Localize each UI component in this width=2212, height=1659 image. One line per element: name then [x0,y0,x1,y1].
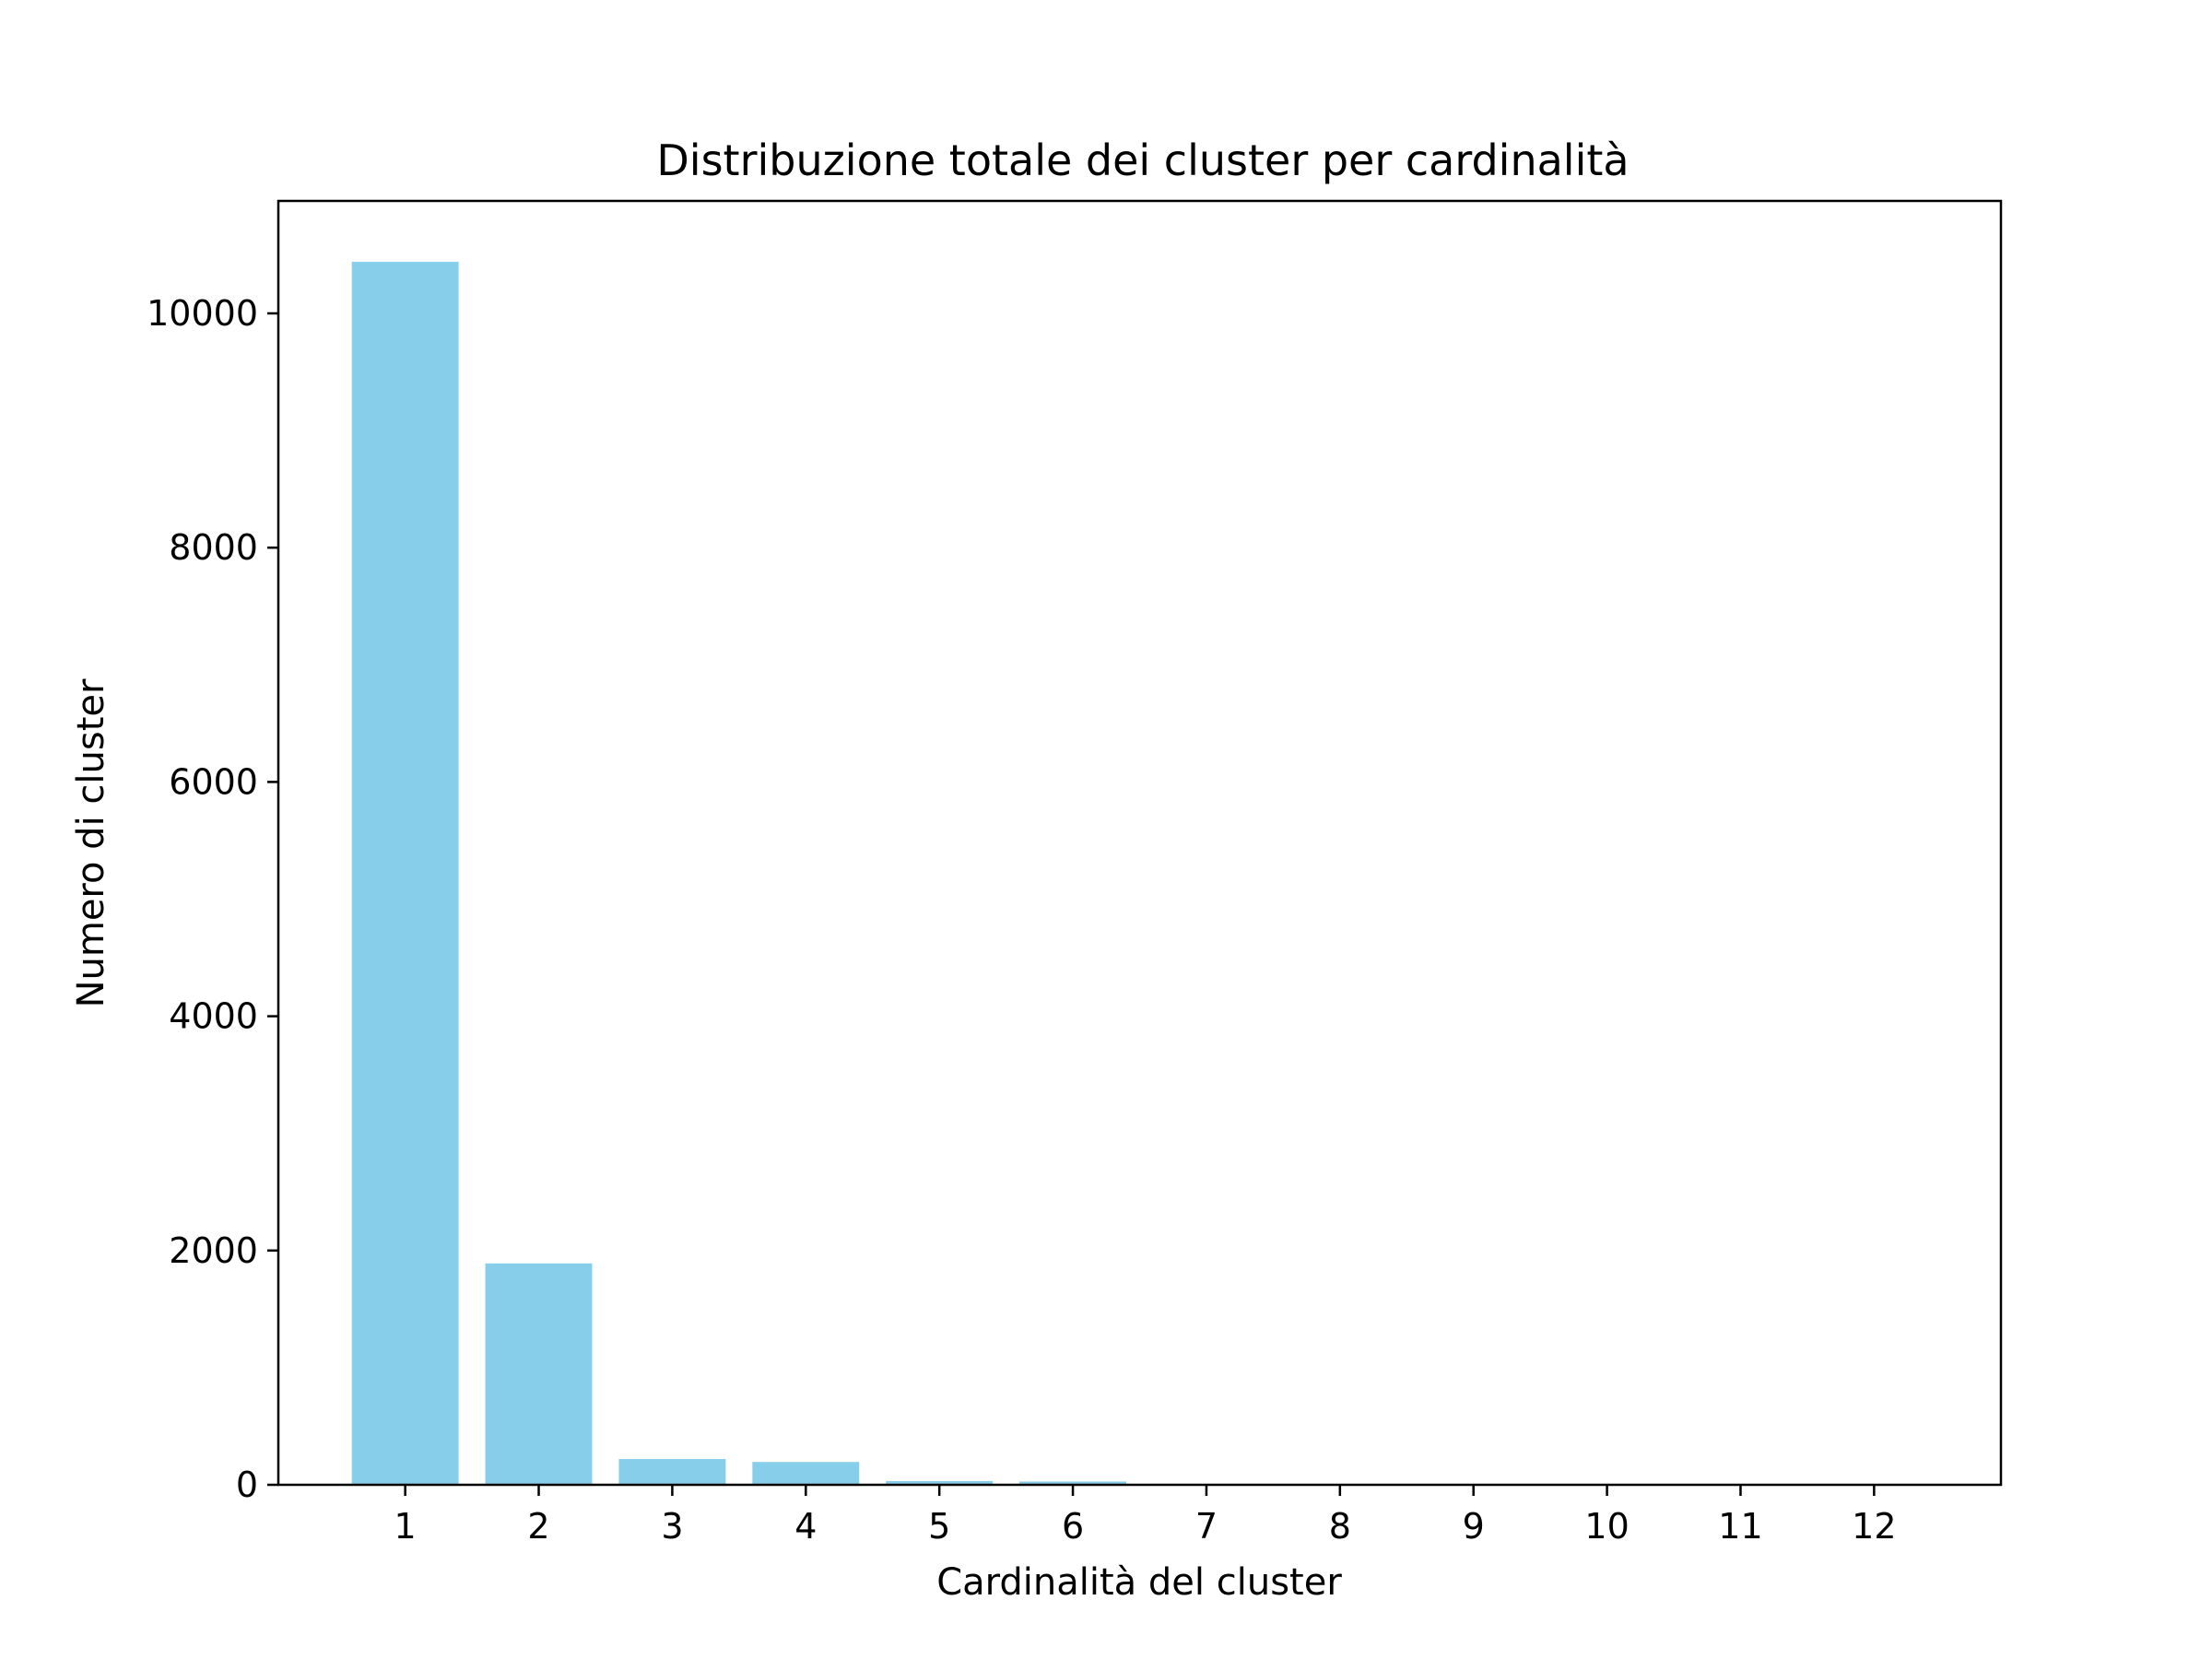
bar-5 [886,1480,994,1485]
bar-2 [485,1263,593,1485]
y-axis: 0 2000 4000 6000 8000 10000 [147,293,278,1505]
x-tick-label: 2 [527,1506,549,1547]
x-tick-label: 11 [1718,1506,1762,1547]
x-tick-label: 6 [1062,1506,1084,1547]
bar-6 [1019,1481,1127,1485]
y-tick-label: 10000 [147,293,258,334]
y-axis-label: Numero di cluster [70,678,112,1007]
x-tick-label: 9 [1463,1506,1485,1547]
y-tick-label: 8000 [169,527,258,568]
bar-1 [351,262,459,1485]
bars-group [351,262,1928,1485]
x-axis-label: Cardinalità del cluster [936,1561,1342,1604]
bar-4 [752,1462,860,1485]
y-tick-label: 0 [236,1465,258,1505]
x-tick-label: 5 [928,1506,950,1547]
x-tick-label: 12 [1852,1506,1896,1547]
x-tick-label: 3 [661,1506,683,1547]
x-tick-label: 1 [394,1506,417,1547]
x-tick-label: 8 [1329,1506,1351,1547]
chart-title: Distribuzione totale dei cluster per car… [656,135,1629,185]
y-tick-label: 6000 [169,761,258,802]
y-tick-label: 4000 [169,996,258,1037]
x-axis: 1 2 3 4 5 6 7 8 9 10 11 12 [394,1485,1897,1547]
x-tick-label: 10 [1584,1506,1629,1547]
bar-3 [618,1459,726,1485]
plot-frame [276,199,2003,1487]
y-tick-label: 2000 [169,1230,258,1271]
x-tick-label: 4 [794,1506,817,1547]
x-tick-label: 7 [1195,1506,1218,1547]
